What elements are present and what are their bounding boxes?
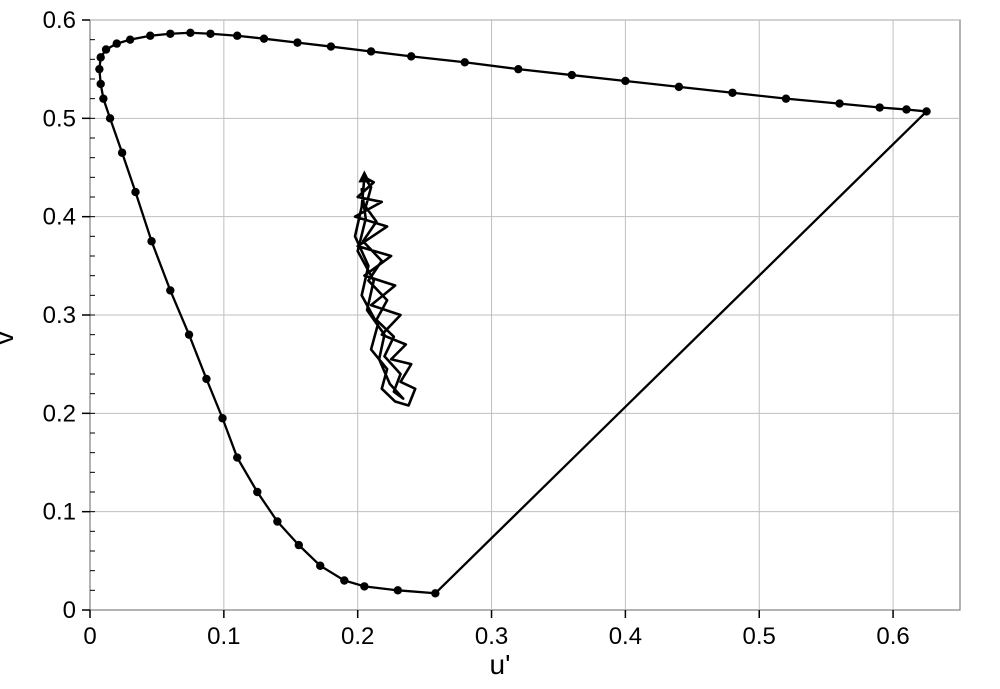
svg-text:0.4: 0.4: [43, 204, 76, 231]
svg-text:0.5: 0.5: [743, 623, 776, 650]
chart-svg: 0 0.1 0.2 0.3 0.4 0.5 0.6 0 0.1 0.2 0.3 0.4 0.5 0.6: [0, 0, 1000, 689]
svg-text:0.1: 0.1: [43, 499, 76, 526]
svg-text:0.1: 0.1: [207, 623, 240, 650]
svg-text:0: 0: [63, 597, 76, 624]
svg-text:0: 0: [83, 623, 96, 650]
svg-text:0.6: 0.6: [876, 623, 909, 650]
chromaticity-chart: 0 0.1 0.2 0.3 0.4 0.5 0.6 0 0.1 0.2 0.3 0.4 0.5 0.6 v…: [0, 0, 1000, 689]
y-axis-label: v': [0, 325, 20, 344]
svg-text:0.3: 0.3: [475, 623, 508, 650]
svg-text:0.4: 0.4: [609, 623, 642, 650]
svg-text:0.3: 0.3: [43, 302, 76, 329]
x-axis-label: u': [490, 649, 511, 681]
svg-text:0.6: 0.6: [43, 7, 76, 34]
svg-text:0.5: 0.5: [43, 105, 76, 132]
svg-text:0.2: 0.2: [341, 623, 374, 650]
svg-text:0.2: 0.2: [43, 400, 76, 427]
